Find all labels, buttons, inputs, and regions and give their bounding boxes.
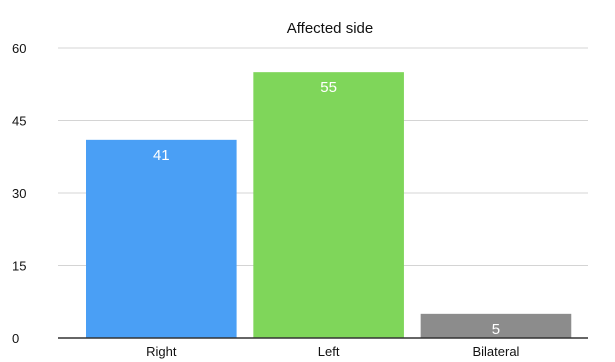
x-axis-categories: Right Left Bilateral [146, 344, 519, 359]
y-axis-ticks: 0 15 30 45 60 [12, 41, 26, 346]
bars [86, 72, 572, 339]
data-label: 55 [320, 79, 337, 96]
data-label: 41 [153, 147, 170, 164]
y-tick-label: 45 [12, 114, 26, 129]
chart-title: Affected side [287, 20, 373, 37]
category-label: Right [146, 344, 177, 359]
bar-bilateral [420, 313, 572, 338]
bar-right [86, 139, 237, 338]
y-tick-label: 30 [12, 186, 26, 201]
category-label: Bilateral [472, 344, 519, 359]
y-tick-label: 15 [12, 259, 26, 274]
y-tick-label: 60 [12, 41, 26, 56]
data-label: 5 [492, 321, 500, 338]
bar-left [253, 72, 404, 339]
category-label: Left [318, 344, 340, 359]
y-tick-label: 0 [12, 331, 19, 346]
